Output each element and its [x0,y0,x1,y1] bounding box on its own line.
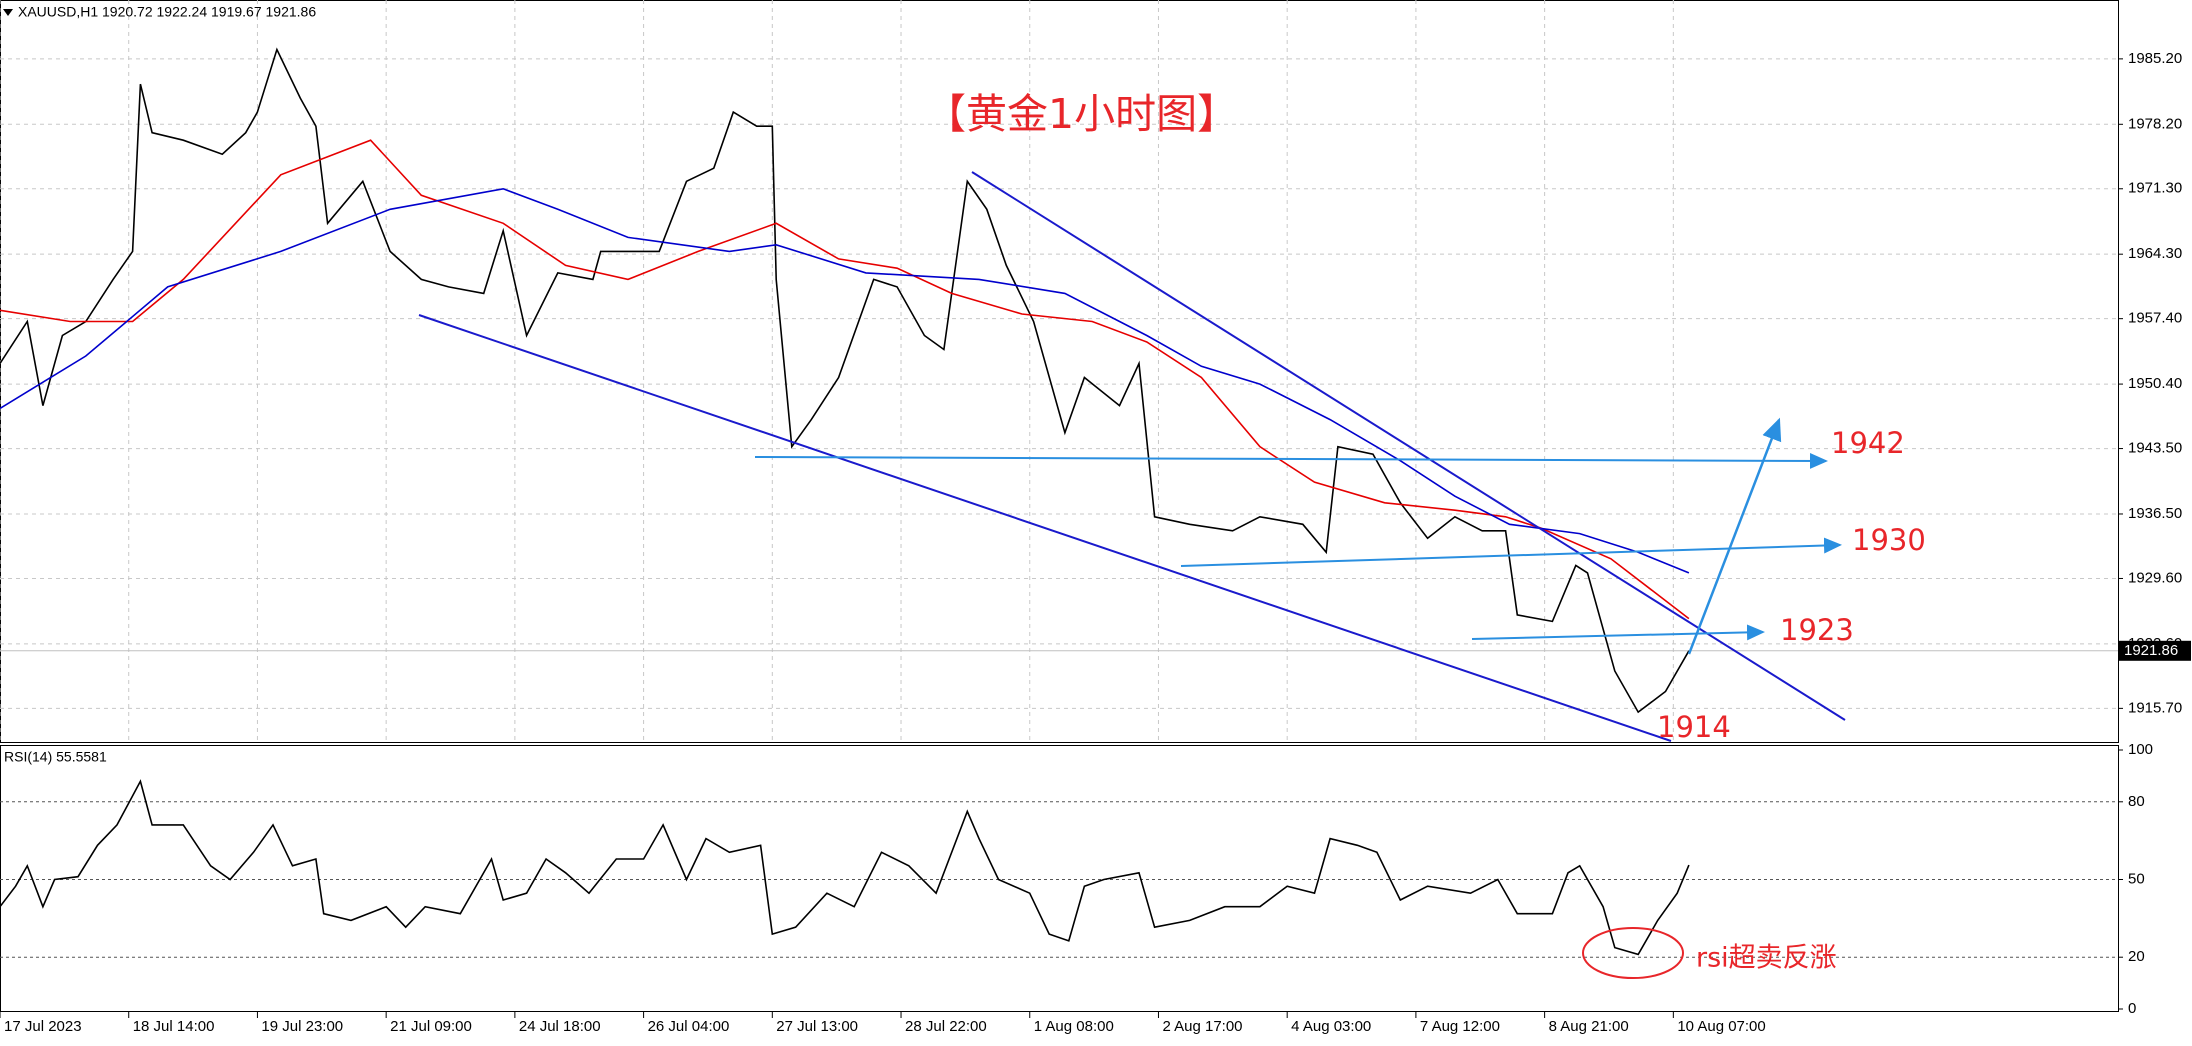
projection-arrow [1687,417,1782,655]
menu-arrow [3,9,13,16]
x-tick-label: 19 Jul 23:00 [261,1018,343,1035]
chart-title: XAUUSD,H1 1920.72 1922.24 1919.67 1921.8… [18,4,316,20]
last-price-box [2119,640,2191,661]
x-tick-label: 26 Jul 04:00 [648,1018,730,1035]
level-line [754,452,1828,469]
panel-frame [0,745,2119,1012]
drawn-objects [418,171,1846,979]
x-tick-label: 8 Aug 21:00 [1549,1018,1629,1035]
x-tick-label: 2 Aug 17:00 [1162,1018,1242,1035]
x-tick-label: 27 Jul 13:00 [776,1018,858,1035]
x-tick-label: 7 Aug 12:00 [1420,1018,1500,1035]
y-tick-label: 1985.20 [2128,50,2182,67]
annotation-title: 【黄金1小时图】 [925,90,1238,138]
marks [0,47,1690,956]
y-tick-label: 0 [2128,1000,2136,1017]
y-tick-label: 50 [2128,870,2145,887]
x-tick-label: 21 Jul 09:00 [390,1018,472,1035]
y-tick-label: 1978.20 [2128,115,2182,132]
y-tick-label: 1957.40 [2128,310,2182,327]
y-tick-label: 20 [2128,948,2145,965]
x-tick-label: 1 Aug 08:00 [1034,1018,1114,1035]
y-tick-label: 80 [2128,793,2145,810]
highlight-ellipse [1582,927,1684,979]
y-tick-label: 1929.60 [2128,569,2182,586]
y-tick-label: 100 [2128,741,2153,758]
y-tick-label: 1950.40 [2128,375,2182,392]
x-tick-label: 10 Aug 07:00 [1677,1018,1765,1035]
y-tick-label: 1971.30 [2128,180,2182,197]
x-tick-label: 28 Jul 22:00 [905,1018,987,1035]
annotation: 1930 [1852,523,1926,557]
data-line [0,139,1690,620]
annotation: 1942 [1831,426,1905,460]
level-line [1471,624,1765,641]
y-tick-label: 1936.50 [2128,505,2182,522]
data-line [0,187,1690,574]
x-tick-label: 17 Jul 2023 [4,1018,82,1035]
last-price-label: 1921.86 [2124,642,2178,659]
data-line [0,779,1690,956]
annotation: 1914 [1657,710,1731,744]
x-tick-label: 24 Jul 18:00 [519,1018,601,1035]
y-tick-label: 1943.50 [2128,440,2182,457]
x-tick-label: 4 Aug 03:00 [1291,1018,1371,1035]
indicator-title: RSI(14) 55.5581 [4,749,107,765]
y-tick-label: 1964.30 [2128,245,2182,262]
data-line [0,47,1690,714]
annotation: 1923 [1780,613,1854,647]
x-tick-label: 18 Jul 14:00 [133,1018,215,1035]
trend-line [418,314,1672,742]
y-tick-label: 1915.70 [2128,699,2182,716]
annotation: rsi超卖反涨 [1696,943,1837,974]
